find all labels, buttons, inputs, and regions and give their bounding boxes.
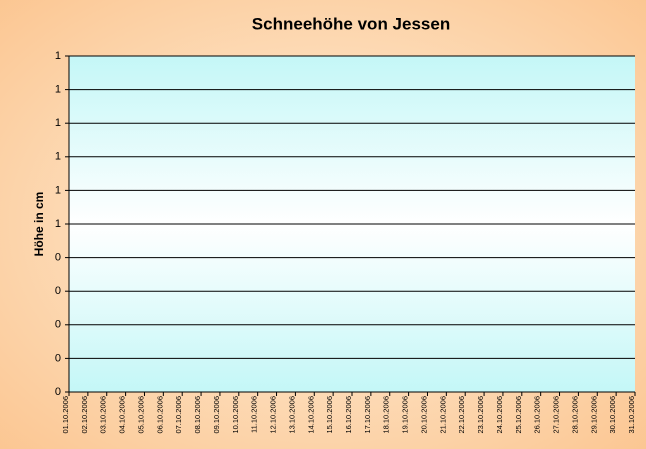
y-tick-label: 0: [55, 352, 61, 364]
x-tick-label: 03.10.2006: [99, 396, 108, 434]
y-tick-label: 0: [55, 285, 61, 297]
y-tick-label: 0: [55, 386, 61, 398]
x-tick-label: 07.10.2006: [174, 396, 183, 434]
x-tick-label: 16.10.2006: [344, 396, 353, 434]
x-tick-label: 06.10.2006: [155, 396, 164, 434]
x-tick-label: 04.10.2006: [118, 396, 127, 434]
y-tick-label: 1: [55, 184, 61, 196]
x-tick-label: 27.10.2006: [552, 396, 561, 434]
x-tick-label: 29.10.2006: [589, 396, 598, 434]
y-tick-label: 1: [55, 84, 61, 96]
y-tick-label: 0: [55, 252, 61, 264]
y-tick-label: 1: [55, 218, 61, 230]
x-tick-label: 21.10.2006: [438, 396, 447, 434]
x-tick-label: 19.10.2006: [401, 396, 410, 434]
y-tick-label: 1: [55, 151, 61, 163]
x-tick-label: 25.10.2006: [514, 396, 523, 434]
x-tick-label: 23.10.2006: [476, 396, 485, 434]
x-tick-label: 01.10.2006: [61, 396, 70, 434]
x-tick-label: 20.10.2006: [419, 396, 428, 434]
x-tick-label: 15.10.2006: [325, 396, 334, 434]
x-tick-label: 26.10.2006: [533, 396, 542, 434]
x-tick-label: 13.10.2006: [287, 396, 296, 434]
x-tick-label: 09.10.2006: [212, 396, 221, 434]
x-tick-label: 10.10.2006: [231, 396, 240, 434]
y-axis-label: Höhe in cm: [32, 192, 46, 257]
chart-title: Schneehöhe von Jessen: [252, 14, 450, 33]
y-tick-label: 0: [55, 319, 61, 331]
y-tick-label: 1: [55, 117, 61, 129]
x-tick-label: 30.10.2006: [608, 396, 617, 434]
x-tick-label: 24.10.2006: [495, 396, 504, 434]
x-tick-label: 14.10.2006: [306, 396, 315, 434]
x-tick-label: 28.10.2006: [570, 396, 579, 434]
x-tick-label: 31.10.2006: [627, 396, 636, 434]
x-tick-label: 12.10.2006: [269, 396, 278, 434]
x-tick-label: 22.10.2006: [457, 396, 466, 434]
y-tick-label: 1: [55, 50, 61, 62]
x-tick-label: 02.10.2006: [80, 396, 89, 434]
x-tick-label: 08.10.2006: [193, 396, 202, 434]
x-tick-label: 18.10.2006: [382, 396, 391, 434]
x-tick-label: 11.10.2006: [250, 396, 259, 433]
x-tick-label: 05.10.2006: [136, 396, 145, 434]
x-tick-label: 17.10.2006: [363, 396, 372, 434]
